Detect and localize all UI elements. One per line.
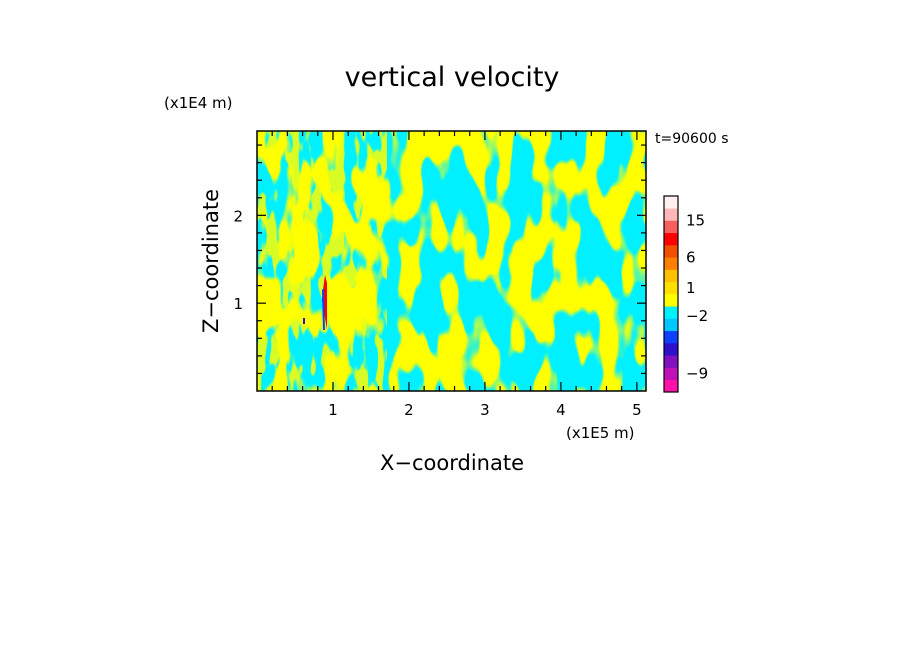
heatmap-downdraft-spot [303,318,305,324]
x-unit-label: (x1E5 m) [566,424,635,442]
colorbar-bin [664,281,678,295]
x-tick-label: 5 [632,401,642,419]
colorbar: 15 6 1 −2 −9 [663,195,708,393]
x-tick-label: 3 [480,401,490,419]
colorbar-frame [663,195,679,393]
colorbar-label: −2 [686,307,708,325]
y-axis-ticks: 12 [233,144,646,375]
colorbar-bin [664,294,678,307]
x-tick-label: 2 [404,401,414,419]
x-tick-label: 4 [556,401,566,419]
x-tick-label: 1 [328,401,338,419]
colorbar-label: 1 [686,279,696,297]
colorbar-bin [664,245,678,258]
colorbar-bin [664,232,678,246]
colorbar-bin [664,196,678,209]
colorbar-bin [664,257,678,270]
colorbar-bin [664,330,678,344]
y-tick-label: 1 [233,295,243,313]
colorbar-bin [664,220,678,234]
colorbar-label: −9 [686,365,708,383]
colorbar-bin [664,355,678,368]
heatmap-field [257,131,646,391]
colorbar-bin [664,367,678,381]
colorbar-bin [664,379,678,393]
time-label: t=90600 s [655,131,729,147]
y-unit-label: (x1E4 m) [164,94,233,112]
colorbar-bin [664,306,678,319]
colorbar-label: 6 [686,248,696,266]
y-axis-title: Z−coordinate [199,189,223,333]
colorbar-label: 15 [686,212,705,230]
plot-frame [256,130,647,392]
colorbar-bin [664,269,678,283]
x-axis-ticks: 1 2 3 4 5 [271,131,642,419]
heatmap-strong-downdraft [322,288,325,330]
x-axis-title: X−coordinate [380,451,524,475]
heatmap-fine-pattern [257,131,387,391]
chart-title: vertical velocity [345,62,560,93]
y-tick-label: 2 [233,207,243,225]
colorbar-bin [664,208,678,221]
colorbar-bin [664,318,678,332]
colorbar-bin [664,343,678,356]
